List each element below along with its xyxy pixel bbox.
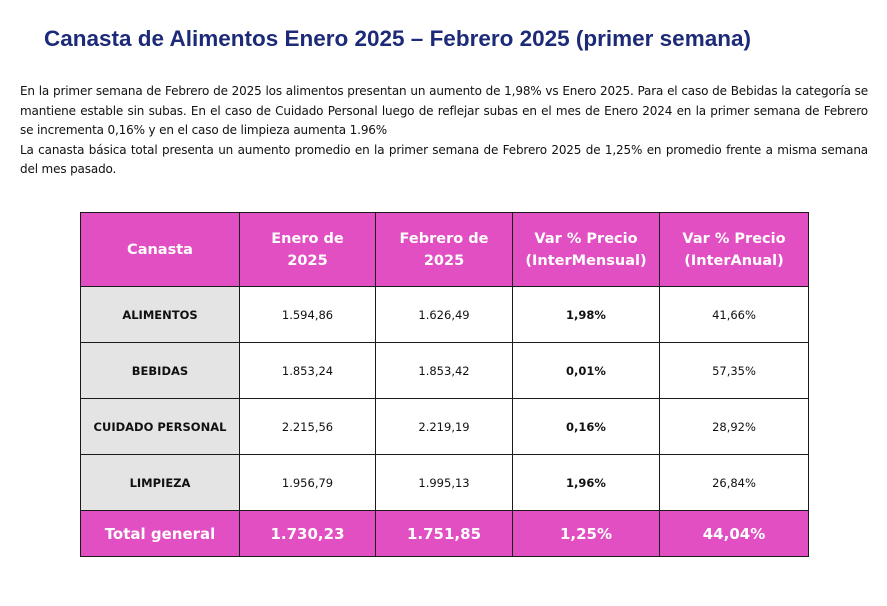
table-total-row: Total general 1.730,23 1.751,85 1,25% 44… [80, 510, 809, 557]
page-title: Canasta de Alimentos Enero 2025 – Febrer… [44, 26, 751, 51]
table-row: BEBIDAS 1.853,24 1.853,42 0,01% 57,35% [80, 342, 809, 399]
header-canasta: Canasta [80, 212, 240, 287]
cell-var-anual: 26,84% [659, 454, 809, 511]
header-enero: Enero de 2025 [239, 212, 376, 287]
cell-var-anual: 57,35% [659, 342, 809, 399]
header-enero-line1: Enero de [271, 230, 344, 247]
row-label-cuidado-personal: CUIDADO PERSONAL [80, 398, 240, 455]
header-var-mensual: Var % Precio (InterMensual) [512, 212, 660, 287]
header-var-mensual-line2: (InterMensual) [525, 252, 647, 269]
header-var-anual: Var % Precio (InterAnual) [659, 212, 809, 287]
cell-var-mensual: 1,96% [512, 454, 660, 511]
cell-var-mensual: 0,16% [512, 398, 660, 455]
header-canasta-label: Canasta [127, 241, 193, 258]
total-enero: 1.730,23 [239, 510, 376, 557]
total-var-mensual: 1,25% [512, 510, 660, 557]
intro-text: En la primer semana de Febrero de 2025 l… [20, 82, 868, 180]
cell-enero: 1.853,24 [239, 342, 376, 399]
header-febrero-line1: Febrero de [399, 230, 489, 247]
header-enero-line2: 2025 [287, 252, 328, 269]
row-label-limpieza: LIMPIEZA [80, 454, 240, 511]
intro-paragraph-1: En la primer semana de Febrero de 2025 l… [20, 84, 868, 137]
cell-var-anual: 41,66% [659, 286, 809, 343]
row-label-alimentos: ALIMENTOS [80, 286, 240, 343]
total-label: Total general [80, 510, 240, 557]
total-febrero: 1.751,85 [375, 510, 513, 557]
table-header-row: Canasta Enero de 2025 Febrero de 2025 Va… [80, 212, 809, 287]
cell-febrero: 1.853,42 [375, 342, 513, 399]
header-var-anual-line2: (InterAnual) [684, 252, 784, 269]
cell-enero: 1.594,86 [239, 286, 376, 343]
header-febrero: Febrero de 2025 [375, 212, 513, 287]
cell-enero: 1.956,79 [239, 454, 376, 511]
cell-febrero: 1.626,49 [375, 286, 513, 343]
cell-febrero: 1.995,13 [375, 454, 513, 511]
cell-febrero: 2.219,19 [375, 398, 513, 455]
cell-var-anual: 28,92% [659, 398, 809, 455]
row-label-bebidas: BEBIDAS [80, 342, 240, 399]
basket-table: Canasta Enero de 2025 Febrero de 2025 Va… [80, 212, 809, 557]
header-var-anual-line1: Var % Precio [682, 230, 786, 247]
intro-paragraph-2: La canasta básica total presenta un aume… [20, 142, 868, 177]
header-var-mensual-line1: Var % Precio [534, 230, 638, 247]
table-row: LIMPIEZA 1.956,79 1.995,13 1,96% 26,84% [80, 454, 809, 511]
cell-enero: 2.215,56 [239, 398, 376, 455]
table-row: CUIDADO PERSONAL 2.215,56 2.219,19 0,16%… [80, 398, 809, 455]
header-febrero-line2: 2025 [423, 252, 465, 269]
cell-var-mensual: 1,98% [512, 286, 660, 343]
cell-var-mensual: 0,01% [512, 342, 660, 399]
total-var-anual: 44,04% [659, 510, 809, 557]
table-row: ALIMENTOS 1.594,86 1.626,49 1,98% 41,66% [80, 286, 809, 343]
